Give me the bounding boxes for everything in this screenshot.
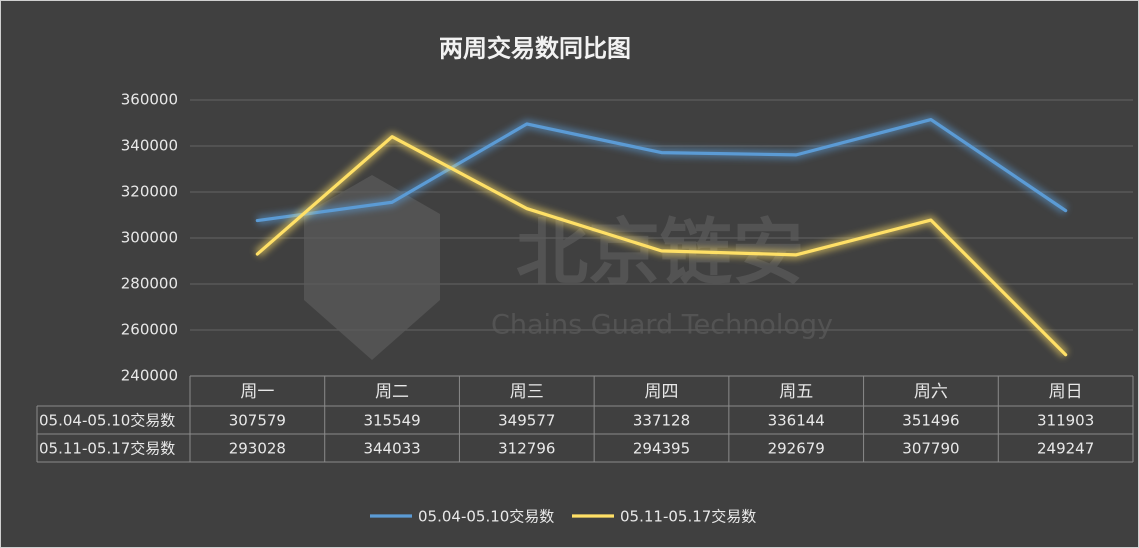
watermark-logo [304, 175, 440, 360]
legend-label: 05.11-05.17交易数 [620, 508, 756, 526]
line [255, 117, 1068, 223]
y-tick-label: 300000 [121, 229, 178, 247]
x-tick-label: 周六 [914, 382, 948, 402]
legend: 05.04-05.10交易数 05.11-05.17交易数 [370, 508, 756, 526]
legend-label: 05.04-05.10交易数 [418, 508, 554, 526]
x-tick-label: 周日 [1049, 382, 1083, 402]
table-cell: 311903 [1037, 412, 1094, 430]
table-row-header: 05.11-05.17交易数 [39, 440, 175, 458]
table-cell: 315549 [363, 412, 420, 430]
table-cell: 351496 [902, 412, 959, 430]
x-tick-label: 周一 [240, 382, 274, 402]
table-cell: 307790 [902, 440, 959, 458]
table-cell: 349577 [498, 412, 555, 430]
y-tick-label: 240000 [121, 367, 178, 385]
y-tick-label: 320000 [121, 183, 178, 201]
x-tick-label: 周二 [375, 382, 409, 402]
table-cell: 249247 [1037, 440, 1094, 458]
table-cell: 337128 [633, 412, 690, 430]
watermark-subtext: Chains Guard Technology [491, 310, 833, 341]
table-cell: 336144 [768, 412, 825, 430]
line [255, 135, 1068, 357]
plot [254, 115, 1069, 358]
x-tick-label: 周五 [779, 382, 813, 402]
table-cell: 307579 [229, 412, 286, 430]
table-cell: 292679 [768, 440, 825, 458]
table-cell: 312796 [498, 440, 555, 458]
table-cell: 294395 [633, 440, 690, 458]
y-tick-label: 280000 [121, 275, 178, 293]
y-tick-label: 360000 [121, 91, 178, 109]
x-tick-label: 周三 [510, 382, 544, 402]
data-table: 周一 周二 周三 周四 周五 周六 周日 05.04-05.10交易数 307579 315549… [36, 375, 1134, 463]
chart-title: 两周交易数同比图 [439, 34, 631, 63]
y-tick-label: 260000 [121, 321, 178, 339]
x-tick-label: 周四 [645, 382, 679, 402]
y-tick-label: 340000 [121, 137, 178, 155]
table-cell: 293028 [229, 440, 286, 458]
table-cell: 344033 [363, 440, 420, 458]
table-row-header: 05.04-05.10交易数 [39, 412, 175, 430]
